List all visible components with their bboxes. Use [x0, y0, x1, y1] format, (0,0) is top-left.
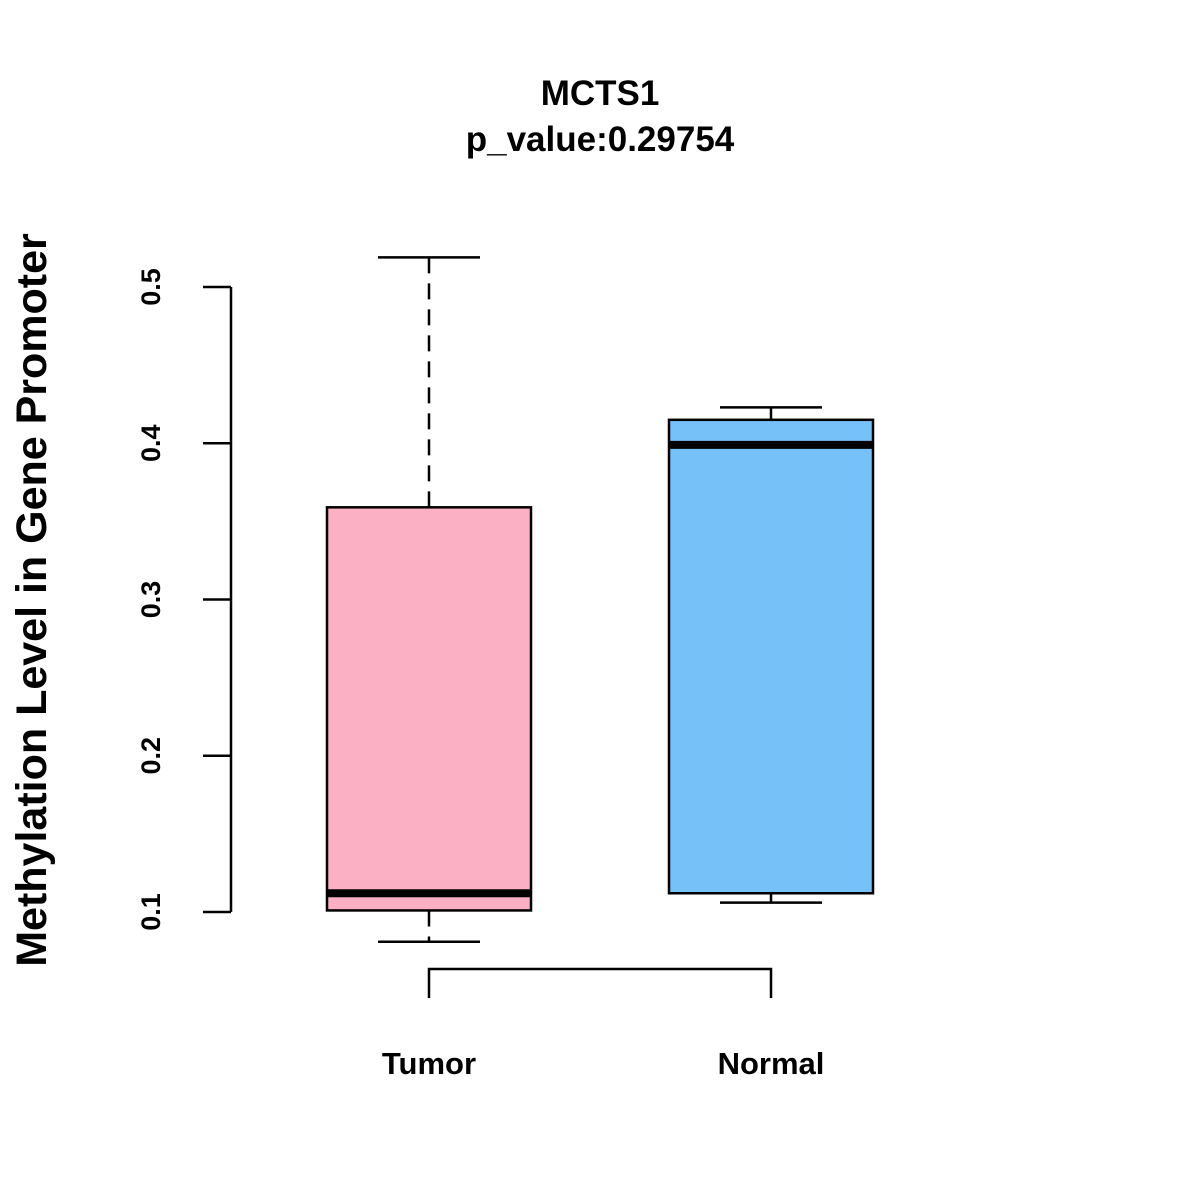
box-normal — [667, 406, 875, 904]
box-rect — [325, 506, 533, 912]
y-tick-label: 0.1 — [136, 893, 166, 931]
category-label: Tumor — [382, 1046, 476, 1081]
y-axis-label: Methylation Level in Gene Promoter — [8, 233, 56, 967]
y-axis: 0.1 0.2 0.3 0.4 0.5 — [136, 268, 233, 931]
y-tick-label: 0.4 — [136, 424, 166, 462]
category-label: Normal — [718, 1046, 825, 1081]
category-labels: Tumor Normal — [382, 1046, 824, 1081]
bracket-line — [427, 967, 773, 998]
comparison-bracket — [427, 967, 773, 998]
box-tumor — [325, 256, 533, 943]
y-tick-label: 0.3 — [136, 581, 166, 619]
box-group — [325, 256, 875, 943]
chart-title: MCTS1 — [541, 74, 660, 113]
y-tick-label: 0.5 — [136, 268, 166, 306]
chart-subtitle: p_value:0.29754 — [466, 120, 735, 159]
y-tick-label: 0.2 — [136, 737, 166, 775]
box-rect — [667, 418, 875, 895]
